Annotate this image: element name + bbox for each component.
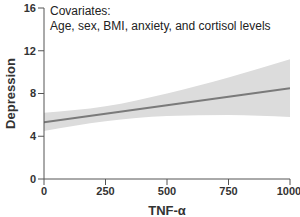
svg-text:16: 16 (24, 2, 36, 14)
svg-text:0: 0 (30, 173, 36, 185)
svg-text:TNF-α: TNF-α (148, 203, 186, 217)
svg-text:4: 4 (30, 130, 37, 142)
html-text:Covariates:: Covariates: (50, 4, 111, 18)
svg-text:250: 250 (96, 185, 114, 197)
svg-text:1000: 1000 (277, 185, 300, 197)
svg-text:12: 12 (24, 45, 36, 57)
svg-text:750: 750 (219, 185, 237, 197)
svg-text:0: 0 (41, 185, 47, 197)
html-text:Age, sex, BMI, anxiety, and co: Age, sex, BMI, anxiety, and cortisol lev… (50, 19, 271, 33)
svg-text:500: 500 (158, 185, 176, 197)
svg-text:Depression: Depression (3, 58, 18, 129)
svg-text:8: 8 (30, 87, 36, 99)
